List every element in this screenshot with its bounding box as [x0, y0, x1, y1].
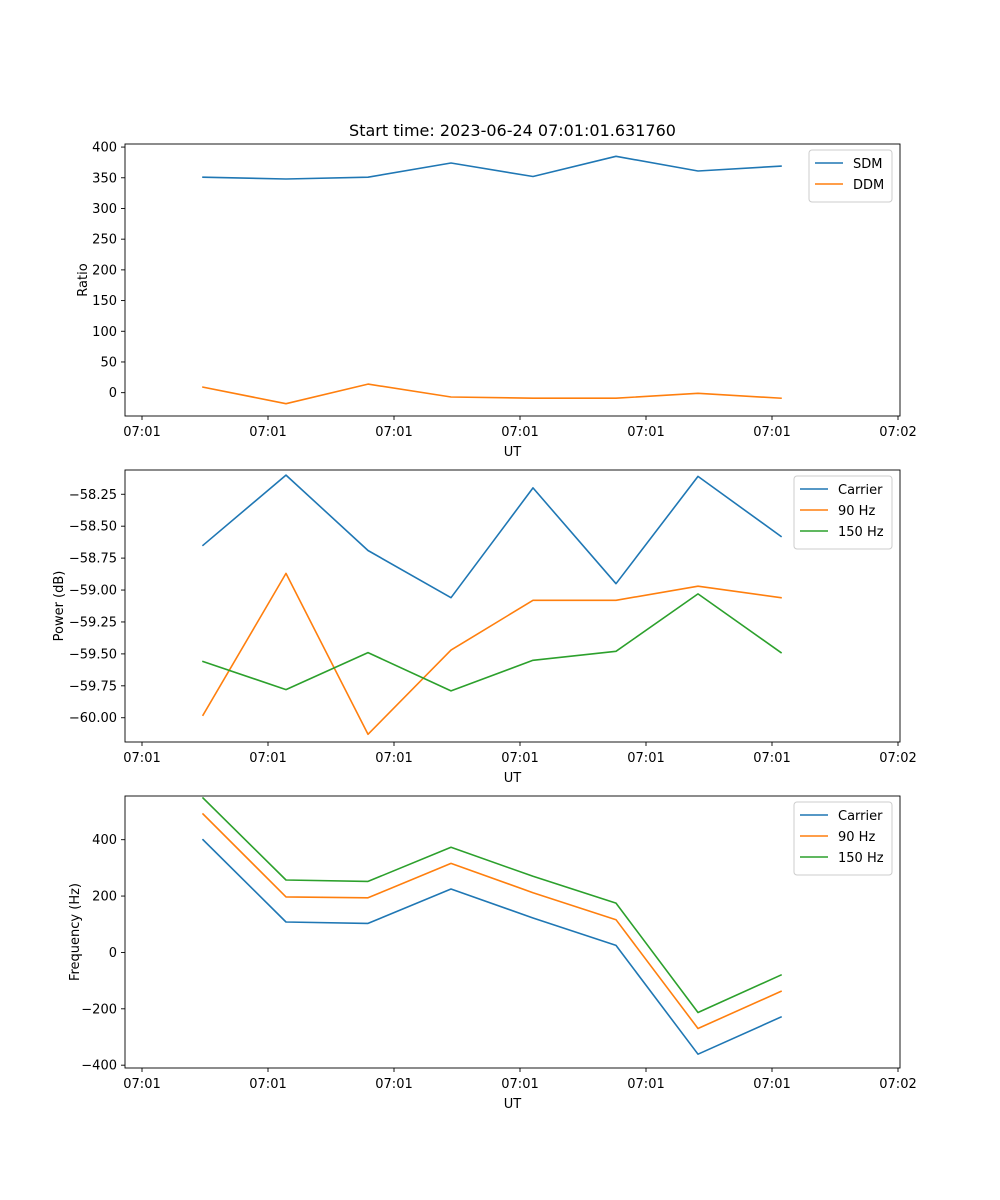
y-tick-label: 150 — [92, 294, 117, 309]
x-tick-label: 07:01 — [501, 1077, 538, 1092]
legend: SDM DDM — [808, 149, 893, 203]
y-tick-label: 250 — [92, 233, 117, 248]
x-tick-label: 07:01 — [627, 425, 664, 440]
series-line-150-hz — [201, 593, 783, 692]
series-line-ddm — [202, 383, 782, 405]
y-tick-label: −59.75 — [69, 679, 117, 694]
legend: Carrier 90 Hz 150 Hz — [793, 801, 893, 876]
x-tick-label: 07:01 — [753, 751, 790, 766]
chart-panel-1: 07:01 07:01 07:01 07:01 07:01 07:01 07:02 0 50 10… — [76, 141, 917, 460]
y-tick-label: 200 — [92, 263, 117, 278]
x-tick-label: 07:01 — [123, 1077, 160, 1092]
x-axis-label: UT — [504, 771, 522, 786]
x-tick-label: 07:01 — [249, 1077, 286, 1092]
legend-label: Carrier — [838, 809, 883, 824]
legend: Carrier 90 Hz 150 Hz — [793, 475, 893, 550]
legend-label: 90 Hz — [838, 504, 875, 519]
x-tick-label: 07:01 — [375, 425, 412, 440]
x-axis-label: UT — [504, 1097, 522, 1112]
series-group — [201, 796, 783, 1055]
y-tick-label: −58.75 — [69, 552, 117, 567]
x-tick-label: 07:02 — [879, 425, 916, 440]
x-tick-label: 07:01 — [501, 751, 538, 766]
y-tick-label: −59.00 — [69, 584, 117, 599]
y-tick-label: 400 — [92, 141, 117, 156]
series-line-carrier — [201, 838, 783, 1055]
y-tick-label: −59.50 — [69, 647, 117, 662]
x-tick-label: 07:01 — [375, 751, 412, 766]
axes-frame — [124, 469, 901, 743]
y-tick-label: 0 — [109, 386, 117, 401]
x-axis-label: UT — [504, 445, 522, 460]
chart-title: Start time: 2023-06-24 07:01:01.631760 — [349, 121, 676, 140]
legend-label: 150 Hz — [838, 525, 884, 540]
legend-label: Carrier — [838, 483, 883, 498]
x-tick-label: 07:01 — [753, 425, 790, 440]
y-axis-label: Ratio — [76, 263, 91, 296]
x-tick-label: 07:02 — [879, 751, 916, 766]
series-line-150-hz — [201, 796, 783, 1014]
y-tick-label: 50 — [100, 355, 117, 370]
x-tick-label: 07:02 — [879, 1077, 916, 1092]
y-tick-label: −59.25 — [69, 615, 117, 630]
series-group — [201, 474, 783, 736]
y-tick-label: 100 — [92, 325, 117, 340]
chart-panel-3: 07:01 07:01 07:01 07:01 07:01 07:01 07:02 −400 −… — [68, 795, 917, 1112]
series-line-carrier — [201, 474, 783, 599]
y-tick-label: −58.50 — [69, 520, 117, 535]
x-tick-label: 07:01 — [123, 751, 160, 766]
chart-panel-2: 07:01 07:01 07:01 07:01 07:01 07:01 07:02 −60.0… — [52, 469, 917, 786]
x-tick-label: 07:01 — [249, 425, 286, 440]
axes-frame — [124, 795, 901, 1069]
series-group — [202, 155, 782, 405]
legend-label: 150 Hz — [838, 851, 884, 866]
series-line-90-hz — [201, 572, 782, 736]
x-tick-label: 07:01 — [375, 1077, 412, 1092]
series-line-90-hz — [201, 812, 783, 1030]
y-tick-label: 200 — [92, 890, 117, 905]
x-tick-label: 07:01 — [249, 751, 286, 766]
legend-label: DDM — [853, 178, 884, 193]
legend-label: SDM — [853, 157, 882, 172]
legend-label: 90 Hz — [838, 830, 875, 845]
x-tick-label: 07:01 — [501, 425, 538, 440]
y-axis-label: Power (dB) — [52, 571, 67, 642]
y-tick-label: 0 — [109, 946, 117, 961]
y-tick-label: −400 — [81, 1059, 117, 1074]
x-tick-label: 07:01 — [627, 1077, 664, 1092]
x-tick-label: 07:01 — [123, 425, 160, 440]
x-tick-label: 07:01 — [627, 751, 664, 766]
y-tick-label: −200 — [81, 1002, 117, 1017]
series-line-sdm — [202, 155, 782, 180]
y-axis-label: Frequency (Hz) — [68, 883, 83, 981]
y-tick-label: −58.25 — [69, 488, 117, 503]
y-tick-label: −60.00 — [69, 711, 117, 726]
axes-frame — [124, 143, 901, 417]
y-tick-label: 400 — [92, 833, 117, 848]
x-tick-label: 07:01 — [753, 1077, 790, 1092]
y-tick-label: 300 — [92, 202, 117, 217]
y-tick-label: 350 — [92, 171, 117, 186]
